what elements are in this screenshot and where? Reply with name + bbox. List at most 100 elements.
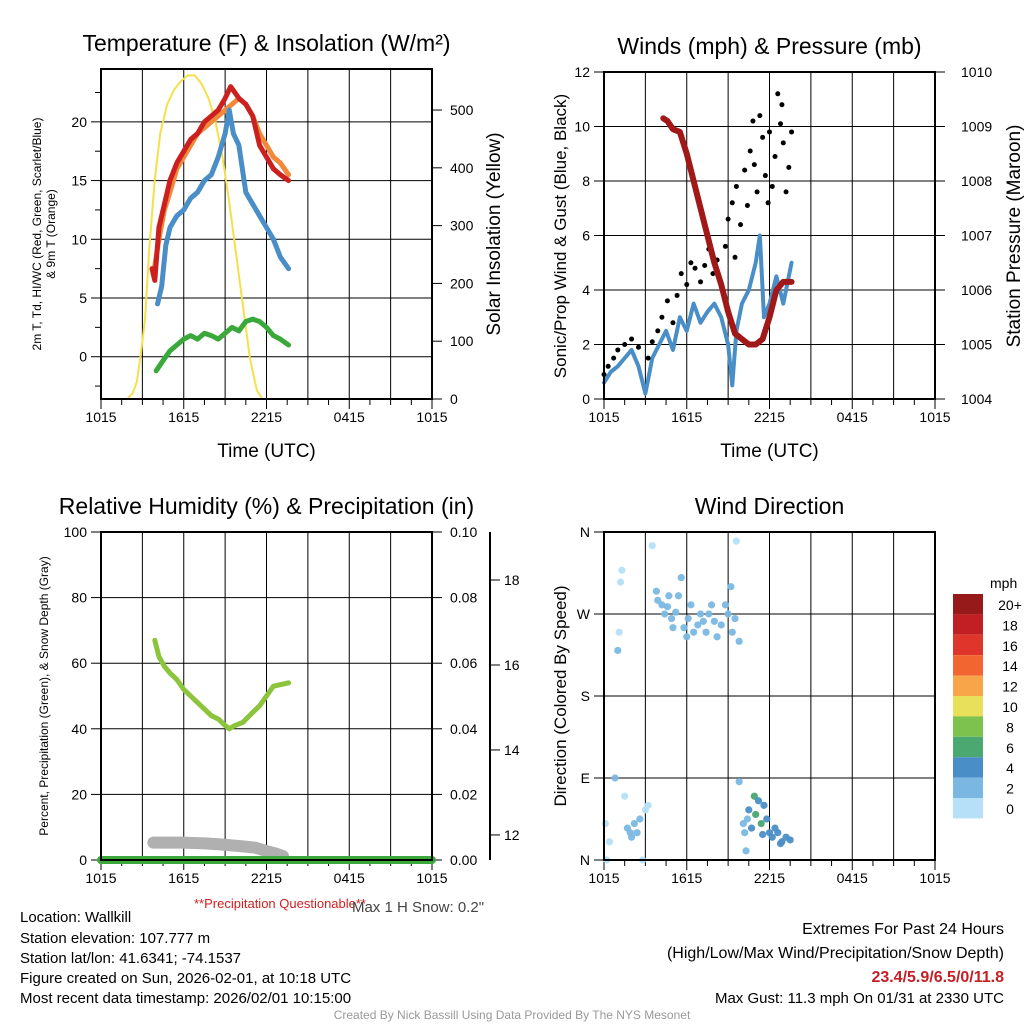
y2-tick-label: 500: [450, 102, 474, 118]
x-tick-label: 1615: [671, 409, 702, 425]
legend-label: 14: [1002, 658, 1018, 674]
direction-point: [741, 829, 749, 837]
snow-note: Max 1 H Snow: 0.2": [352, 899, 484, 916]
y2-tick-label: 0.06: [450, 655, 477, 671]
y-tick-label: 0: [582, 391, 590, 407]
direction-point: [694, 621, 702, 629]
gust-point: [742, 167, 748, 173]
series-9m-t: [150, 95, 292, 278]
direction-point: [702, 628, 710, 636]
y-axis-label: 2m T, Td, HI/WC (Red, Green, Scarlet/Blu…: [30, 118, 44, 351]
y-tick-label: 20: [71, 786, 87, 802]
gust-point: [678, 271, 684, 277]
gust-point: [645, 355, 651, 361]
legend-label: 4: [1006, 760, 1014, 776]
gust-point: [702, 262, 708, 268]
gust-point: [738, 222, 744, 228]
direction-point: [731, 614, 739, 623]
direction-point: [774, 829, 782, 837]
series-snow-depth: [147, 836, 290, 863]
direction-point: [732, 537, 741, 545]
legend-swatch: [953, 696, 983, 717]
y2-tick-label: 0.02: [450, 786, 477, 802]
humidity-panel: 1015 1615 2215 0415 1015 Relative Humidity (%…: [37, 493, 520, 886]
legend-title: mph: [990, 575, 1017, 591]
x-tick-label: 1615: [168, 870, 199, 886]
series-2m-t: [149, 84, 292, 283]
legend-label: 2: [1006, 781, 1014, 797]
series-wind-chill: [155, 107, 292, 307]
direction-point: [687, 601, 695, 609]
x-tick-label: 2215: [251, 870, 282, 886]
direction-point: [776, 840, 785, 848]
plot-frame: [100, 531, 433, 861]
y-tick-label: 4: [582, 282, 590, 298]
legend-swatch: [953, 736, 983, 758]
gust-point: [688, 260, 694, 266]
series-relative-humidity: [152, 637, 292, 732]
gust-point: [754, 189, 760, 195]
legend-swatch: [953, 798, 983, 819]
y2-tick-label: 1005: [961, 337, 992, 353]
y-tick-label: N: [580, 852, 590, 868]
plot-frame: [603, 531, 936, 861]
direction-point: [699, 617, 707, 625]
wind-direction-panel: 1015 1615 2215 0415 1015 Wind Direction N E S W N D…: [551, 493, 1022, 886]
max-gust: Max Gust: 11.3 mph On 01/31 at 2330 UTC: [715, 990, 1004, 1007]
extremes-values: 23.4/5.9/6.5/0/11.8: [871, 969, 1004, 986]
latlon: Station lat/lon: 41.6341; -74.1537: [20, 950, 241, 967]
direction-point: [648, 542, 656, 550]
direction-point: [614, 646, 622, 655]
direction-point: [665, 592, 673, 600]
gust-point: [767, 129, 772, 135]
x-tick-label: 1015: [85, 870, 116, 886]
direction-point: [696, 610, 705, 618]
gust-point: [692, 265, 698, 271]
direction-point: [763, 815, 771, 823]
y2-axis-label: Solar Insolation (Yellow): [484, 132, 505, 335]
direction-point: [611, 774, 619, 782]
x-tick-label: 0415: [837, 409, 868, 425]
gust-point: [710, 271, 716, 277]
y-tick-label: 100: [64, 524, 88, 540]
gust-point: [670, 320, 676, 326]
gust-point: [605, 363, 611, 369]
direction-point: [754, 797, 763, 805]
x-tick-label: 1615: [671, 870, 702, 886]
y2-tick-label: 1006: [961, 282, 992, 298]
y-tick-label: 0: [79, 349, 87, 365]
gust-point: [769, 183, 775, 189]
gust-point: [772, 153, 778, 159]
direction-point: [713, 633, 721, 641]
direction-point: [627, 833, 636, 841]
legend-swatch: [953, 634, 983, 656]
direction-point: [658, 601, 666, 609]
gust-point: [655, 328, 661, 334]
gust-point: [664, 298, 670, 304]
x-tick-label: 0415: [334, 409, 365, 425]
gust-point: [733, 183, 739, 189]
direction-point: [674, 592, 683, 600]
x-tick-label: 1015: [919, 409, 950, 425]
x-tick-label: 1015: [588, 409, 619, 425]
series-dewpoint: [153, 316, 292, 374]
x-tick-label: 2215: [754, 409, 785, 425]
gust-point: [725, 216, 731, 222]
direction-point: [663, 603, 672, 611]
direction-point: [615, 628, 623, 636]
direction-point: [667, 614, 676, 623]
gust-point: [649, 339, 655, 345]
gust-point: [765, 200, 771, 206]
direction-point: [728, 628, 736, 636]
direction-point: [721, 601, 729, 609]
gust-point: [747, 148, 753, 154]
gust-point: [783, 189, 789, 195]
series-wind: [602, 233, 794, 396]
y2-tick-label: 0.08: [450, 590, 477, 606]
direction-point: [605, 838, 614, 846]
direction-point: [768, 833, 776, 841]
legend-swatch: [953, 777, 983, 798]
legend-swatch: [953, 716, 983, 737]
y-axis-label: Direction (Colored By Speed): [551, 585, 570, 806]
